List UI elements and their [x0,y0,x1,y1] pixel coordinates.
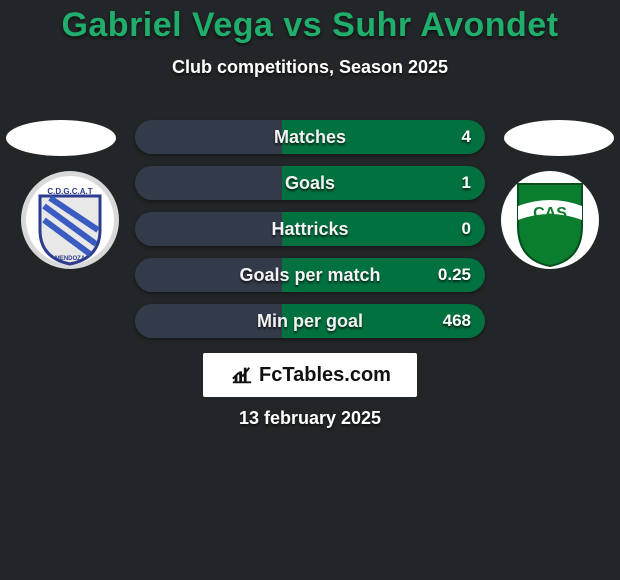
club-crest-right: CAS [500,170,600,270]
page-subtitle: Club competitions, Season 2025 [0,57,620,78]
crest-left-subtext: MENDOZA [55,256,86,262]
stat-value-right: 1 [462,173,471,193]
chart-icon [229,364,255,386]
stat-value-right: 0.25 [438,265,471,285]
stat-label: Hattricks [271,219,348,240]
stat-label: Goals [285,173,335,194]
stat-label: Min per goal [257,311,363,332]
brand-label: FcTables.com [259,364,391,387]
crest-left-text: C.D.G.C.A.T [47,187,92,196]
stat-row: Goals per match 0.25 [135,258,485,292]
stat-row: Goals 1 [135,166,485,200]
player-photo-right [504,120,614,156]
stats-panel: Matches 4 Goals 1 Hattricks 0 Goals per match 0… [135,120,485,350]
player-photo-left [6,120,116,156]
page-title: Gabriel Vega vs Suhr Avondet [0,0,620,45]
stat-value-right: 468 [443,311,471,331]
stat-label: Goals per match [239,265,380,286]
stat-label: Matches [274,127,346,148]
stat-value-right: 0 [462,219,471,239]
brand-box[interactable]: FcTables.com [203,353,417,397]
stat-row: Min per goal 468 [135,304,485,338]
stat-value-right: 4 [462,127,471,147]
club-crest-left: C.D.G.C.A.T MENDOZA [20,170,120,270]
stat-row: Hattricks 0 [135,212,485,246]
stat-row: Matches 4 [135,120,485,154]
date-label: 13 february 2025 [0,408,620,429]
crest-right-letters: CAS [533,205,567,222]
